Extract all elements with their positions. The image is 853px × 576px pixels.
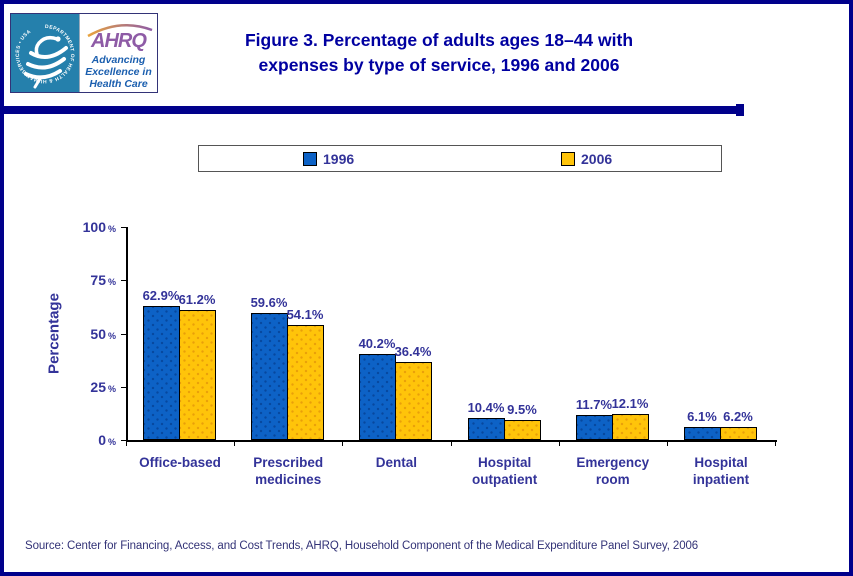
value-label-2006-5: 6.2% — [723, 409, 753, 424]
value-label-1996-1: 59.6% — [250, 295, 288, 310]
percent-sign: % — [107, 331, 116, 341]
percent-sign: % — [107, 437, 116, 447]
percent-sign: % — [107, 384, 116, 394]
bar-1996-2 — [359, 354, 396, 440]
bar-1996-5 — [684, 427, 721, 440]
y-tick-number: 0 — [98, 432, 106, 448]
figure-title-line1: Figure 3. Percentage of adults ages 18–4… — [244, 30, 634, 50]
hhs-logo: DEPARTMENT OF HEALTH & HUMAN SERVICES • … — [11, 14, 79, 92]
value-label-1996-5: 6.1% — [687, 409, 717, 424]
x-tick-1 — [234, 441, 235, 446]
x-tick-5 — [667, 441, 668, 446]
bar-1996-0 — [143, 306, 180, 440]
y-tick-label-75: 75% — [64, 272, 116, 288]
bar-2006-4 — [612, 414, 649, 440]
y-axis-title: Percentage — [45, 293, 63, 374]
value-label-2006-2: 36.4% — [394, 344, 432, 359]
header-divider-cap — [736, 104, 744, 116]
legend-label-1996: 1996 — [323, 150, 355, 167]
legend: 1996 2006 — [198, 145, 722, 172]
x-tick-2 — [342, 441, 343, 446]
ahrq-tagline: Advancing Excellence in Health Care — [80, 54, 157, 90]
bar-2006-5 — [720, 427, 757, 440]
ahrq-tagline-line2: Excellence in — [85, 66, 152, 78]
value-label-1996-4: 11.7% — [575, 397, 613, 412]
legend-label-2006: 2006 — [581, 150, 613, 167]
x-tick-3 — [451, 441, 452, 446]
x-axis-line — [126, 440, 777, 442]
ahrq-tagline-line3: Health Care — [89, 78, 148, 90]
legend-swatch-2006 — [561, 151, 575, 166]
bar-2006-0 — [179, 310, 216, 440]
ahrq-arc-icon — [87, 24, 153, 38]
y-tick-number: 25 — [90, 379, 106, 395]
category-label-4: Emergency room — [576, 455, 650, 487]
ahrq-logo: AHRQ Advancing Excellence in Health Care — [79, 14, 157, 92]
category-label-3: Hospital outpatient — [471, 455, 538, 487]
bar-2006-3 — [504, 420, 541, 440]
ahrq-acronym: AHRQ — [91, 30, 147, 52]
value-label-1996-0: 62.9% — [142, 288, 180, 303]
y-tick-0 — [121, 440, 126, 441]
percent-sign: % — [107, 224, 116, 234]
legend-item-1996: 1996 — [303, 146, 354, 171]
y-tick-number: 75 — [90, 272, 106, 288]
value-label-1996-3: 10.4% — [467, 400, 505, 415]
x-tick-end — [775, 441, 776, 446]
ahrq-tagline-line1: Advancing — [91, 54, 146, 66]
figure-title: Figure 3. Percentage of adults ages 18–4… — [189, 28, 689, 78]
legend-item-2006: 2006 — [561, 146, 612, 171]
source-note: Source: Center for Financing, Access, an… — [25, 540, 699, 552]
y-tick-25 — [121, 387, 126, 388]
value-label-2006-3: 9.5% — [507, 402, 537, 417]
agency-logo: DEPARTMENT OF HEALTH & HUMAN SERVICES • … — [10, 13, 158, 93]
bar-1996-4 — [576, 415, 613, 440]
value-label-2006-1: 54.1% — [286, 307, 324, 322]
category-label-5: Hospital inpatient — [692, 455, 750, 487]
header-divider-bar — [4, 106, 736, 114]
y-tick-label-25: 25% — [64, 379, 116, 395]
y-tick-75 — [121, 280, 126, 281]
y-tick-50 — [121, 334, 126, 335]
figure-title-line2: expenses by type of service, 1996 and 20… — [258, 55, 620, 75]
percent-sign: % — [107, 277, 116, 287]
eagle-head-dot — [55, 36, 61, 42]
x-tick-0 — [126, 441, 127, 446]
y-tick-label-100: 100% — [64, 219, 116, 235]
legend-swatch-1996 — [303, 151, 317, 166]
y-tick-label-0: 0% — [64, 432, 116, 448]
y-tick-100 — [121, 227, 126, 228]
bar-2006-1 — [287, 325, 324, 440]
y-tick-number: 100 — [82, 219, 106, 235]
bar-1996-1 — [251, 313, 288, 440]
bar-2006-2 — [395, 362, 432, 440]
value-label-1996-2: 40.2% — [358, 336, 396, 351]
x-tick-4 — [559, 441, 560, 446]
y-tick-number: 50 — [90, 326, 106, 342]
category-label-0: Office-based — [139, 455, 221, 470]
bar-chart: Percentage 62.9% 61.2% Office-based 59.6% 54… — [4, 4, 849, 572]
hhs-eagle-icon: DEPARTMENT OF HEALTH & HUMAN SERVICES • … — [15, 24, 75, 89]
y-axis-line — [126, 227, 128, 442]
value-label-2006-0: 61.2% — [178, 292, 216, 307]
value-label-2006-4: 12.1% — [611, 396, 649, 411]
bar-1996-3 — [468, 418, 505, 440]
y-tick-label-50: 50% — [64, 326, 116, 342]
category-label-1: Prescribed medicines — [253, 455, 324, 487]
category-label-2: Dental — [375, 455, 418, 470]
